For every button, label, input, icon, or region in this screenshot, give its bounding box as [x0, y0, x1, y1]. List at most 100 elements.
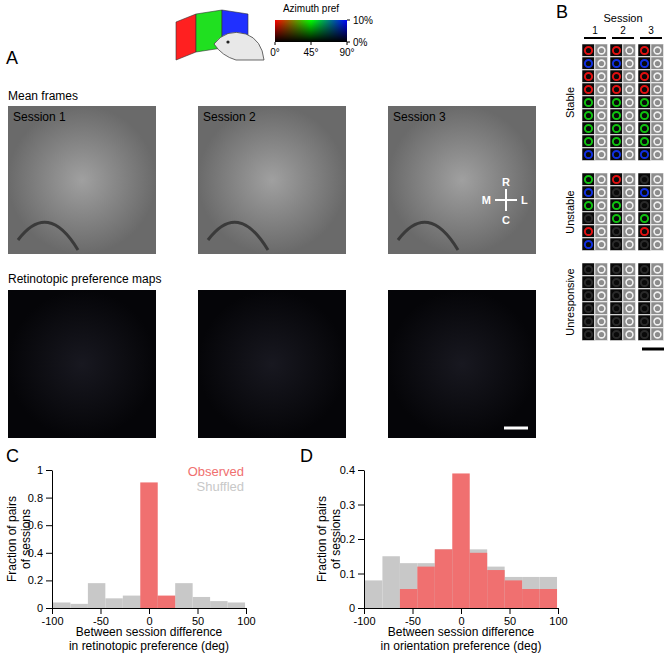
session-bar — [584, 37, 606, 39]
tick-mark — [358, 505, 364, 506]
cell-outline — [626, 47, 633, 54]
tick: 100 — [237, 608, 255, 627]
tick: -100 — [353, 608, 375, 627]
cell-response — [641, 47, 648, 54]
cell-tile — [638, 57, 651, 70]
cell-outline — [598, 60, 605, 67]
plot-area — [53, 482, 245, 608]
cell-tile — [582, 173, 595, 186]
cell-response — [585, 215, 592, 222]
mean-frame — [388, 106, 536, 254]
cell-tile-gray — [595, 263, 608, 276]
cell-tile-gray — [595, 289, 608, 302]
cell-tile-gray — [595, 70, 608, 83]
cell-tile-gray — [623, 57, 636, 70]
cell-tile-gray — [623, 199, 636, 212]
tick-label: 0.3 — [340, 499, 355, 511]
cell-outline — [626, 318, 633, 325]
tick: 0.8 — [28, 492, 52, 504]
tick-mark — [358, 608, 364, 609]
compass-label: C — [502, 214, 510, 226]
cell-tile-gray — [595, 212, 608, 225]
cell-response — [585, 305, 592, 312]
cell-outline — [654, 241, 661, 248]
cell-response — [585, 112, 592, 119]
bar — [505, 580, 522, 608]
cell-tile-gray — [651, 83, 664, 96]
bar — [70, 608, 87, 609]
bar — [365, 580, 382, 608]
bar — [70, 604, 87, 608]
cell-tile-gray — [623, 328, 636, 341]
cell-tile — [582, 109, 595, 122]
cell-response — [585, 86, 592, 93]
tick — [347, 20, 350, 21]
cell-response — [585, 60, 592, 67]
cell-tile — [610, 238, 623, 251]
tick-label: 0° — [270, 47, 280, 58]
cell-response — [613, 73, 620, 80]
compass-label: M — [482, 194, 491, 206]
tick-mark — [46, 525, 52, 526]
cell-response — [585, 266, 592, 273]
bar — [193, 597, 210, 608]
cell-tile-gray — [651, 315, 664, 328]
cell-response — [613, 138, 620, 145]
tick-label: 0 — [37, 602, 43, 614]
tick: 0.1 — [340, 568, 364, 580]
cell-tile — [610, 96, 623, 109]
tick: 0 — [146, 608, 152, 627]
cell-outline — [626, 241, 633, 248]
cell-response — [613, 86, 620, 93]
panel-letter: B — [556, 2, 568, 22]
cell-outline — [626, 176, 633, 183]
cell-tile — [610, 44, 623, 57]
cell-tile-gray — [595, 225, 608, 238]
colorbar — [275, 20, 347, 42]
cell-response — [585, 176, 592, 183]
cell-response — [613, 228, 620, 235]
colorbar-shade — [275, 20, 347, 42]
tick-label: 0.8 — [28, 492, 43, 504]
cell-tile — [610, 328, 623, 341]
preference-map — [388, 290, 536, 438]
cell-tile — [638, 122, 651, 135]
bar — [210, 601, 227, 608]
cell-response — [641, 189, 648, 196]
tick-mark — [358, 574, 364, 575]
axis-title: Between session difference — [388, 625, 535, 639]
cell-tile — [638, 135, 651, 148]
axis-title: Fraction of pairs — [5, 496, 19, 582]
cell-tile-gray — [595, 199, 608, 212]
cell-tile — [582, 238, 595, 251]
scale-bar — [642, 348, 664, 351]
cell-tile-gray — [651, 212, 664, 225]
tick — [311, 42, 312, 45]
panel-a: AAzimuth pref0%10%0°45°90°Mean framesRet… — [6, 3, 536, 438]
plot-area — [365, 473, 557, 608]
tick-label: 100 — [549, 615, 567, 627]
cell-tile-gray — [623, 263, 636, 276]
tick-mark — [364, 608, 365, 614]
cell-outline — [654, 189, 661, 196]
cell-tile — [638, 212, 651, 225]
cell-outline — [626, 305, 633, 312]
axis-title: Between session difference — [76, 625, 223, 639]
cell-tile — [582, 122, 595, 135]
bar — [193, 608, 210, 609]
cell-tile-gray — [651, 148, 664, 161]
mouse-head — [214, 32, 264, 60]
cell-response — [641, 318, 648, 325]
cell-tile — [582, 57, 595, 70]
cell-tile — [582, 70, 595, 83]
cell-outline — [598, 318, 605, 325]
cell-tile-gray — [623, 186, 636, 199]
tick-mark — [46, 553, 52, 554]
bar — [53, 602, 70, 608]
tick-mark — [46, 608, 52, 609]
cell-tile — [610, 276, 623, 289]
cell-response — [641, 60, 648, 67]
cell-tile-gray — [595, 148, 608, 161]
cell-tile — [610, 173, 623, 186]
cell-response — [585, 292, 592, 299]
